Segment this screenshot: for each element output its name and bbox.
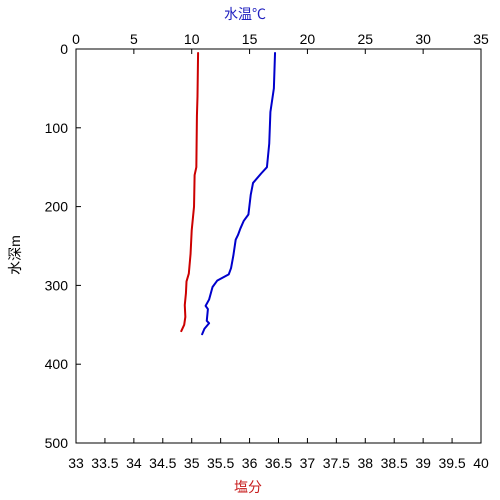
left-tick-label: 0 <box>60 41 68 57</box>
bottom-tick-label: 37.5 <box>323 455 350 471</box>
left-axis-title: 水深m <box>7 235 23 275</box>
bottom-tick-label: 33.5 <box>91 455 118 471</box>
top-axis-title: 水温℃ <box>224 6 266 22</box>
bottom-tick-label: 39 <box>415 455 431 471</box>
left-tick-label: 500 <box>45 435 69 451</box>
bottom-tick-label: 38 <box>357 455 373 471</box>
bottom-tick-label: 36.5 <box>265 455 292 471</box>
bottom-axis-title: 塩分 <box>234 479 262 495</box>
bottom-tick-label: 34.5 <box>149 455 176 471</box>
salinity-series-line <box>180 51 200 333</box>
top-tick-label: 20 <box>300 31 316 47</box>
top-tick-label: 10 <box>184 31 200 47</box>
bottom-tick-label: 37 <box>300 455 316 471</box>
bottom-tick-label: 38.5 <box>381 455 408 471</box>
top-tick-label: 35 <box>473 31 489 47</box>
left-tick-label: 100 <box>45 120 69 136</box>
bottom-tick-label: 35 <box>184 455 200 471</box>
bottom-tick-label: 35.5 <box>207 455 234 471</box>
temperature-series-line <box>201 51 277 336</box>
bottom-tick-label: 40 <box>473 455 489 471</box>
top-tick-label: 30 <box>415 31 431 47</box>
bottom-tick-label: 34 <box>126 455 142 471</box>
plot-area <box>75 48 482 444</box>
bottom-tick-label: 39.5 <box>438 455 465 471</box>
top-tick-label: 0 <box>72 31 80 47</box>
top-tick-label: 25 <box>357 31 373 47</box>
left-tick-label: 300 <box>45 277 69 293</box>
top-tick-label: 15 <box>242 31 258 47</box>
left-tick-label: 400 <box>45 356 69 372</box>
top-tick-label: 5 <box>130 31 138 47</box>
left-tick-label: 200 <box>45 199 69 215</box>
bottom-tick-label: 33 <box>68 455 84 471</box>
bottom-tick-label: 36 <box>242 455 258 471</box>
